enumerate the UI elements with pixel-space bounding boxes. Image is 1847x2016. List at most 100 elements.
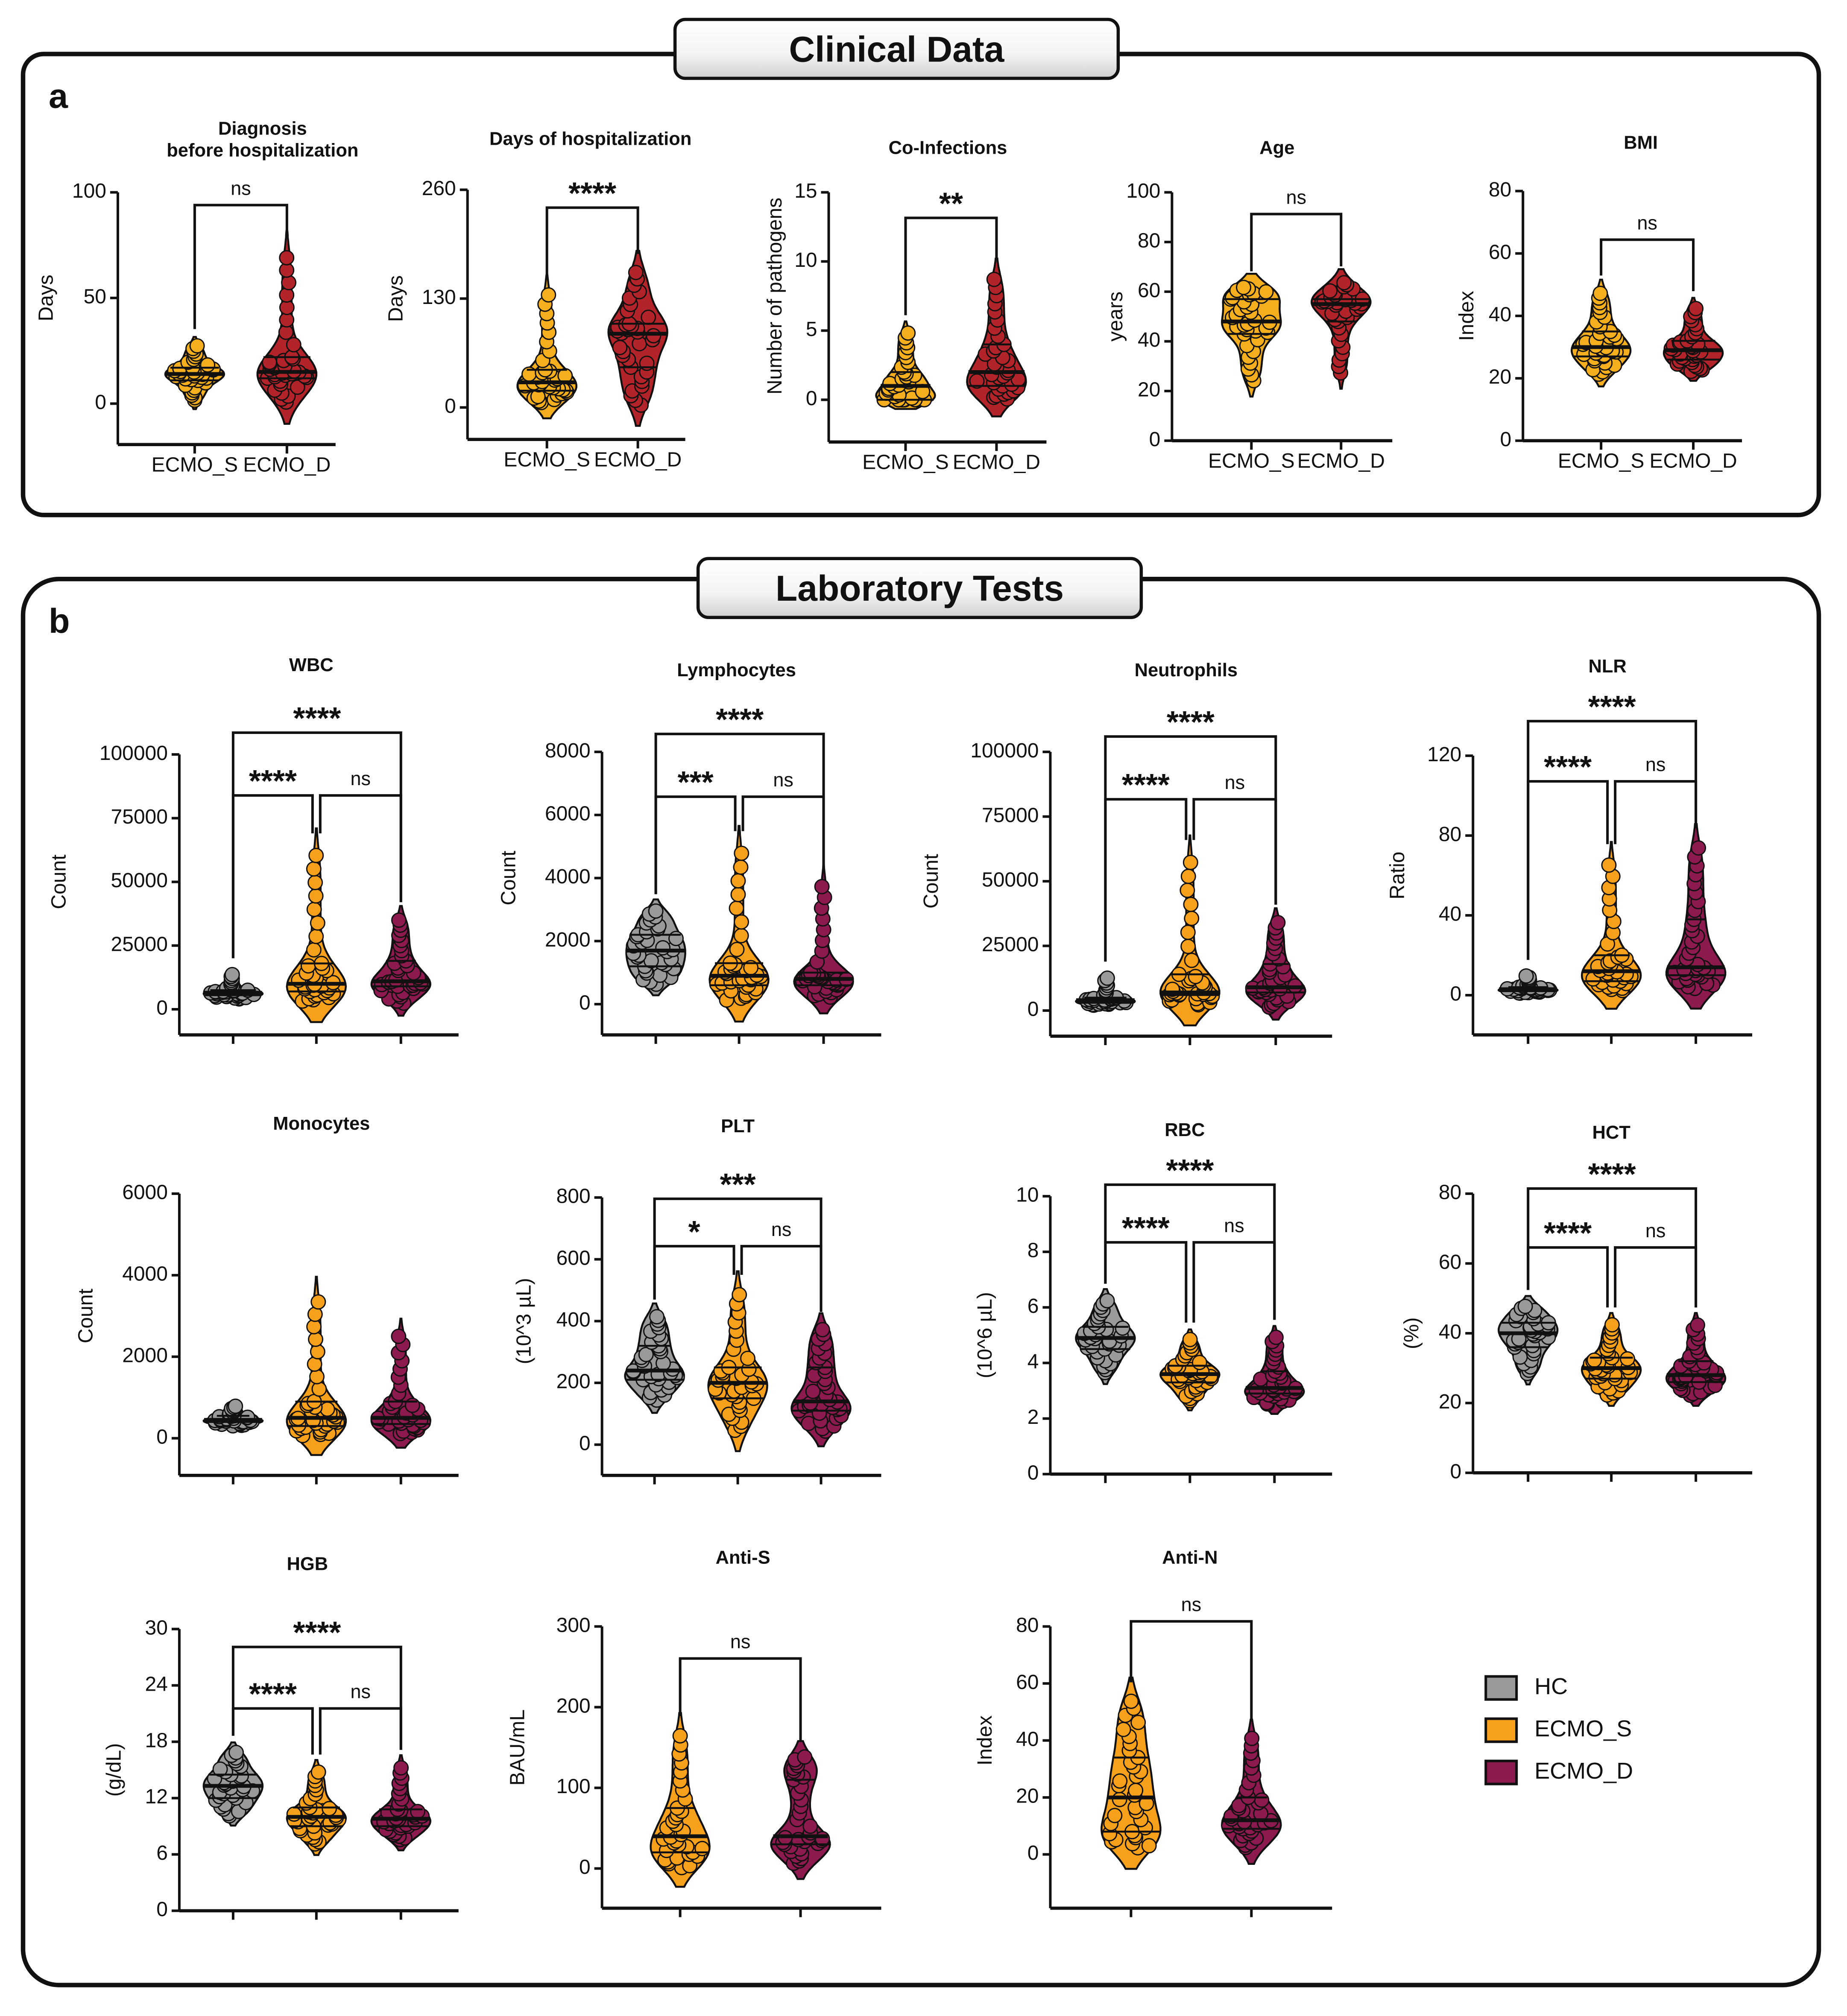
data-point: [308, 847, 324, 863]
significance-label: ns: [773, 769, 793, 791]
y-tick-label: 18: [145, 1729, 168, 1752]
legend-swatch-hc: [1484, 1675, 1518, 1701]
significance-label: ****: [293, 701, 341, 736]
significance-bracket: [653, 1245, 735, 1300]
y-tick-label: 130: [422, 286, 456, 309]
y-tick-label: 60: [1138, 279, 1160, 302]
significance-label: ****: [1544, 750, 1592, 784]
y-axis-label: Count: [48, 855, 70, 909]
legend-swatch-ecmo_s: [1484, 1717, 1518, 1743]
y-tick-label: 10: [794, 249, 817, 272]
y-tick-label: 75000: [111, 806, 168, 828]
data-point: [733, 859, 749, 875]
plot-title: before hospitalization: [167, 140, 358, 161]
significance-label: ****: [249, 1677, 297, 1712]
significance-bracket: [231, 1707, 314, 1755]
data-point: [1180, 868, 1196, 884]
significance-bracket: [1104, 798, 1188, 962]
y-tick-label: 15: [794, 180, 817, 202]
plot-title: Co-Infections: [889, 137, 1007, 158]
significance-label: ****: [1122, 1211, 1170, 1245]
y-tick-label: 0: [1149, 428, 1161, 451]
significance-bracket: [654, 733, 825, 894]
plot-title: Days of hospitalization: [489, 129, 691, 149]
y-tick-label: 25000: [982, 933, 1039, 956]
y-axis-label: Ratio: [1386, 852, 1409, 900]
data-point: [734, 845, 749, 861]
data-point: [729, 941, 745, 957]
y-tick-label: 24: [145, 1673, 168, 1695]
data-point: [1128, 1782, 1144, 1798]
significance-label: ns: [231, 177, 251, 199]
data-point: [805, 1383, 821, 1399]
significance-label: ns: [1286, 186, 1307, 208]
data-point: [732, 1287, 747, 1303]
violin-plot-nlr: NLR Ratio 0 40 80 120 **** ns ****: [1386, 656, 1753, 1044]
data-point: [802, 1818, 818, 1834]
significance-bracket: [1527, 1246, 1609, 1308]
data-point: [1130, 1715, 1146, 1730]
y-tick-label: 50000: [111, 869, 168, 892]
significance-bracket: [319, 794, 402, 903]
significance-bracket: [1614, 780, 1698, 844]
significance-label: ****: [568, 176, 616, 210]
violin-plot-rbc: RBC (10^6 µL) 0 2 4 6 8 10 **** ns ****: [974, 1120, 1332, 1484]
data-point: [1115, 1721, 1131, 1737]
data-point: [900, 325, 916, 341]
section-b-letter: b: [49, 602, 70, 640]
data-point: [228, 1398, 243, 1414]
data-point: [310, 915, 325, 931]
data-point: [1183, 897, 1199, 912]
significance-bracket: [1527, 780, 1609, 960]
y-tick-label: 4000: [122, 1263, 168, 1286]
y-tick-label: 100: [556, 1775, 591, 1798]
section-a-title: Clinical Data: [789, 29, 1005, 70]
plot-title: WBC: [289, 655, 334, 675]
data-point: [228, 1744, 244, 1760]
x-tick-label: ECMO_D: [1297, 450, 1385, 472]
data-point: [1518, 968, 1534, 984]
y-tick-label: 60: [1439, 1251, 1461, 1274]
significance-label: ns: [351, 768, 371, 789]
data-point: [308, 888, 324, 904]
data-point: [1592, 286, 1608, 301]
data-point: [391, 912, 407, 928]
plot-title: Monocytes: [273, 1113, 370, 1134]
significance-bracket: [1104, 1183, 1276, 1320]
data-point: [1258, 284, 1274, 300]
data-point: [307, 1356, 322, 1372]
data-point: [393, 1760, 409, 1776]
y-tick-label: 300: [556, 1614, 591, 1636]
significance-label: ****: [1166, 1154, 1214, 1188]
data-point: [224, 967, 240, 982]
legend-label: HC: [1534, 1674, 1568, 1699]
y-tick-label: 100000: [970, 739, 1039, 762]
y-tick-label: 0: [579, 992, 591, 1014]
x-tick-label: ECMO_D: [243, 453, 331, 476]
y-tick-label: 80: [1016, 1614, 1039, 1636]
y-tick-label: 40: [1439, 903, 1461, 926]
y-tick-label: 0: [1450, 1460, 1462, 1483]
violin-plot-days-of-hospitalization: Days of hospitalization Days 0 130 260 ECMO_S…: [384, 129, 691, 471]
data-point: [279, 287, 295, 303]
data-point: [212, 1761, 228, 1777]
y-tick-label: 8000: [545, 739, 591, 762]
significance-label: ns: [1645, 754, 1666, 775]
significance-bracket: [1130, 1620, 1253, 1720]
y-tick-label: 80: [1439, 823, 1461, 846]
significance-label: ns: [1225, 771, 1245, 793]
data-point: [307, 875, 323, 891]
y-axis-label: Number of pathogens: [764, 198, 786, 394]
y-tick-label: 4: [1027, 1350, 1039, 1373]
x-tick-label: ECMO_S: [862, 451, 949, 473]
y-tick-label: 50: [84, 286, 106, 308]
data-point: [797, 1749, 813, 1765]
significance-label: ns: [771, 1218, 792, 1240]
y-tick-label: 10: [1016, 1184, 1039, 1207]
significance-bracket: [1192, 1241, 1276, 1323]
section-b-title-box: [696, 557, 1143, 619]
data-point: [311, 1381, 327, 1397]
data-point: [1099, 1293, 1115, 1309]
data-point: [300, 958, 316, 974]
violin-plot-wbc: WBC Count 0 25000 50000 75000 100000 **** ns ****: [48, 655, 459, 1044]
